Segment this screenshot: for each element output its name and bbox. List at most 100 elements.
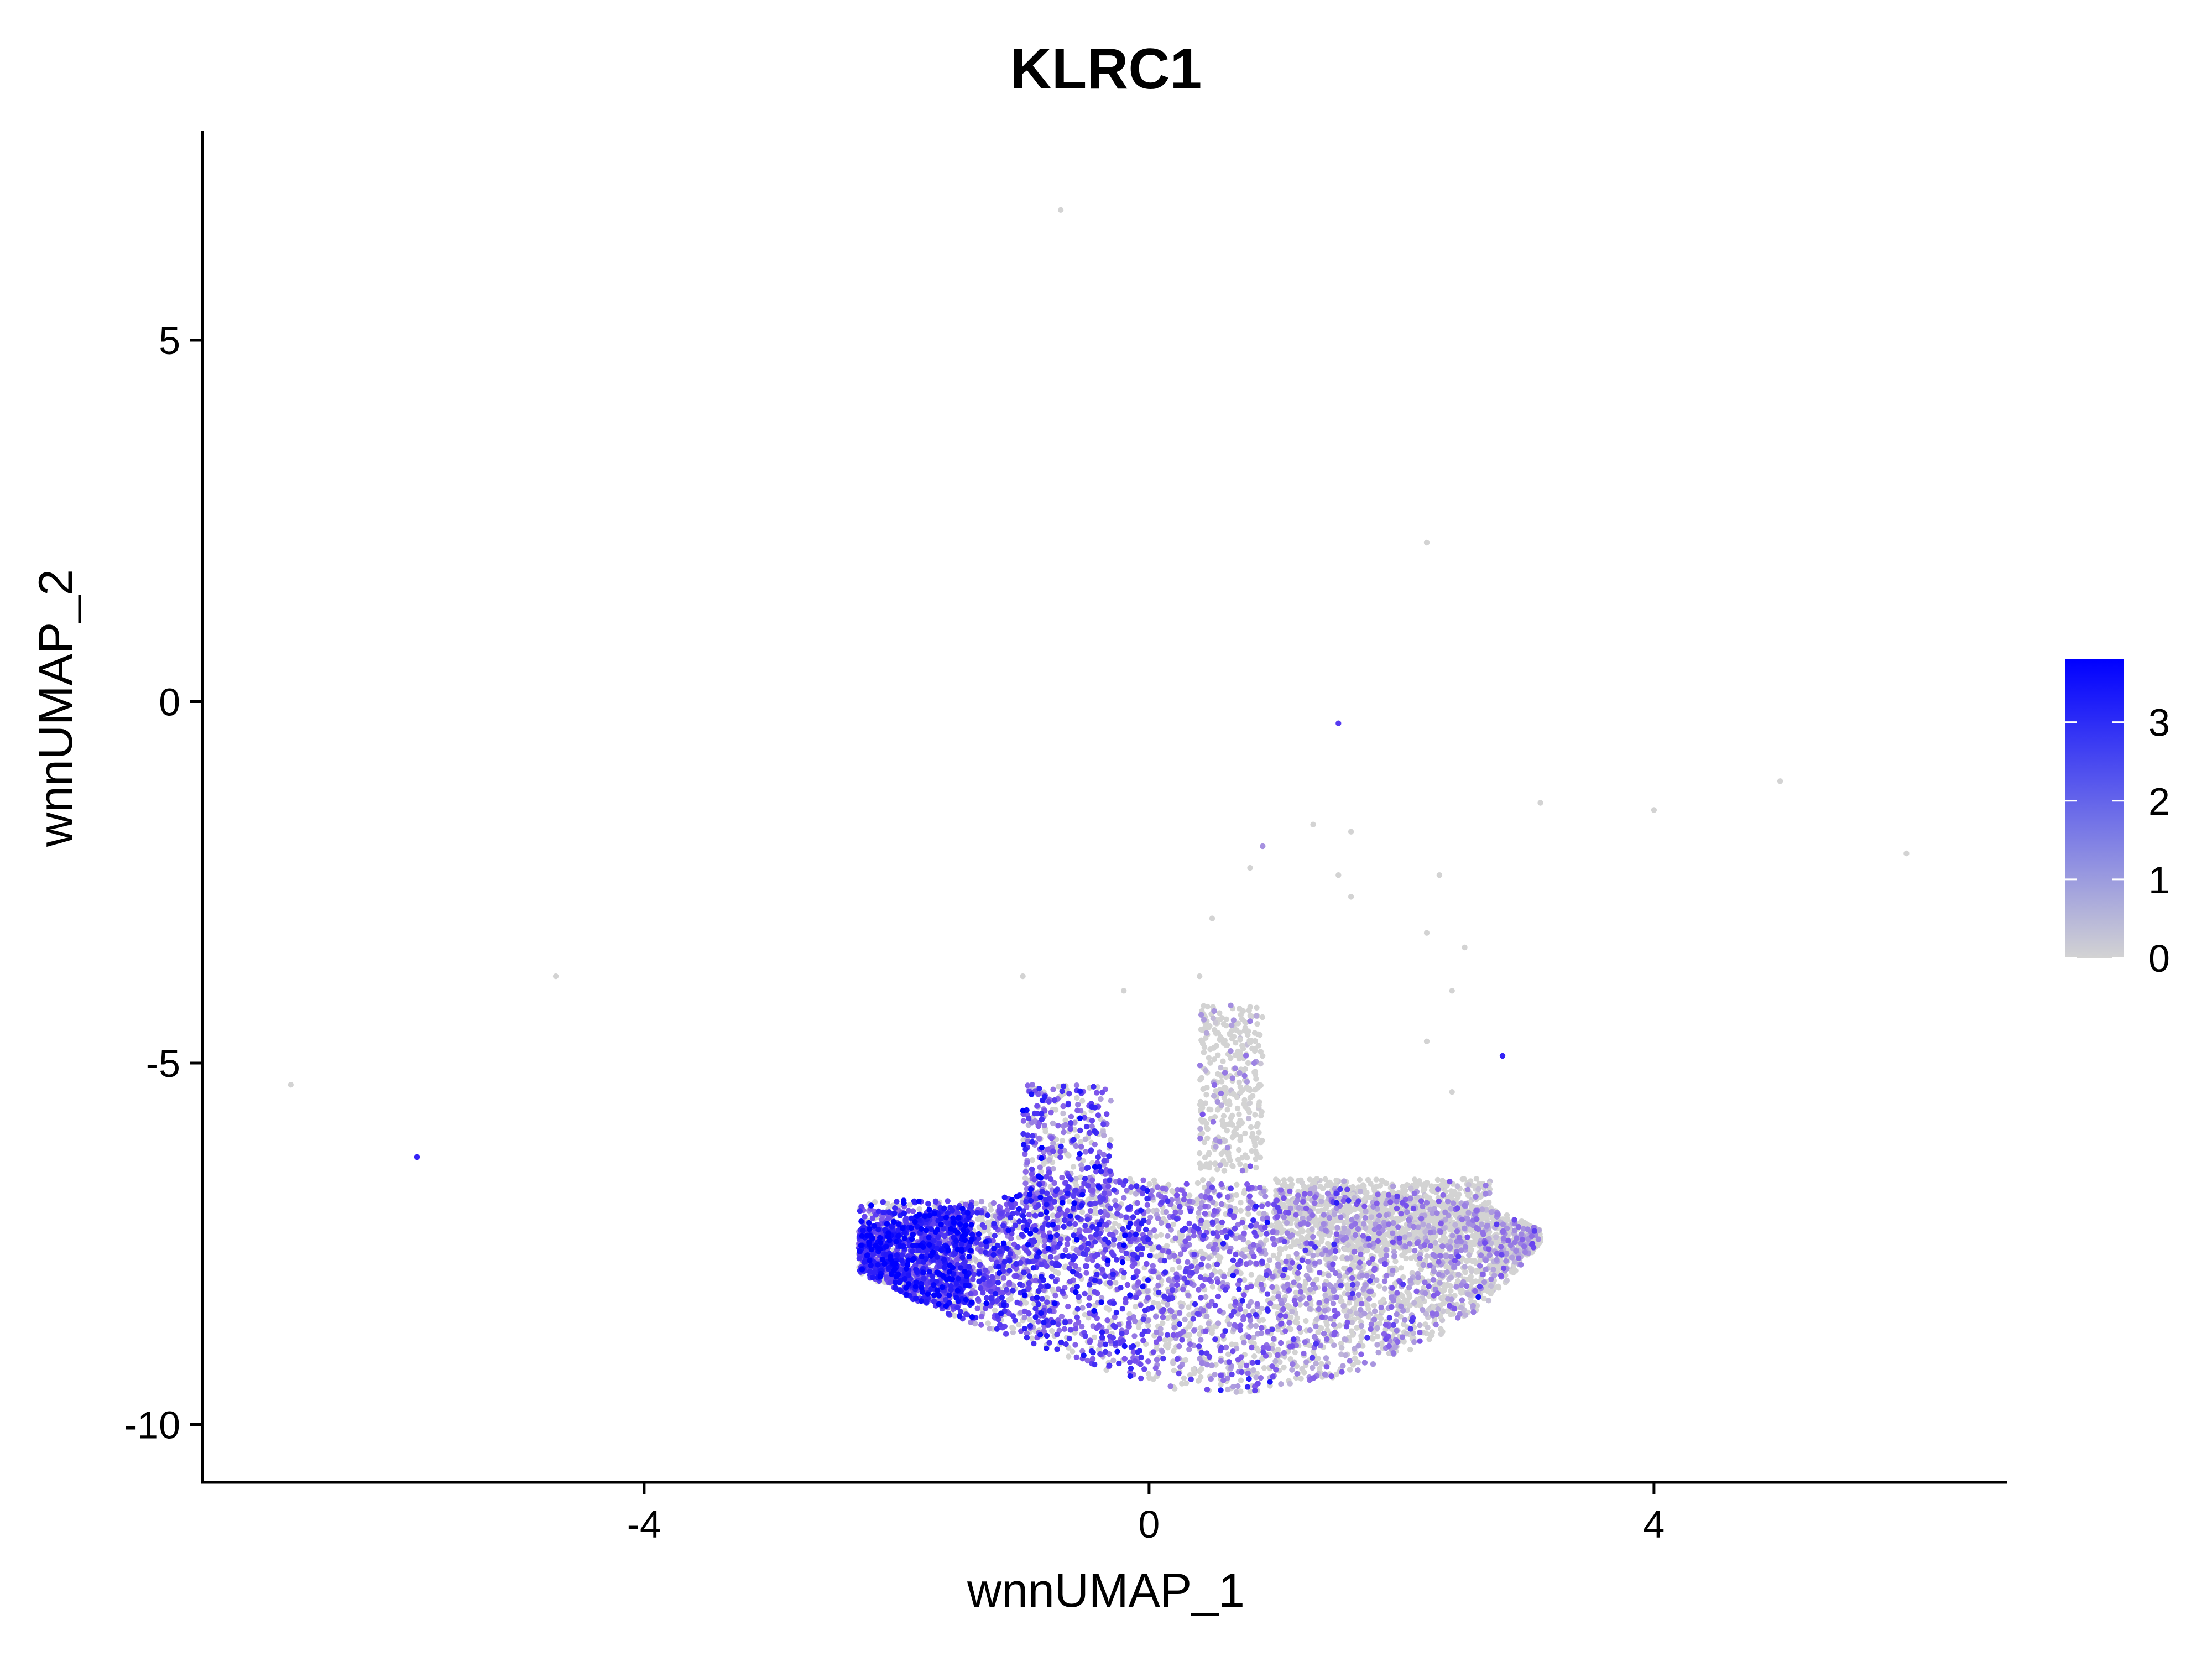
cell-point bbox=[1133, 1191, 1139, 1197]
cell-point bbox=[1094, 1084, 1101, 1090]
cell-point bbox=[1323, 1298, 1329, 1304]
cell-point bbox=[1127, 1176, 1133, 1182]
cell-point bbox=[1312, 1200, 1318, 1206]
cell-point bbox=[1219, 1118, 1225, 1124]
cell-point bbox=[1484, 1222, 1491, 1228]
cell-point bbox=[1433, 1321, 1439, 1328]
cell-point bbox=[1444, 1269, 1450, 1275]
cell-point bbox=[1245, 1106, 1251, 1112]
cell-point bbox=[1424, 1253, 1430, 1259]
cell-point bbox=[1194, 1196, 1201, 1202]
cell-point bbox=[1348, 829, 1354, 835]
cell-point bbox=[1233, 1192, 1239, 1198]
cell-point bbox=[1222, 1122, 1228, 1128]
cell-point bbox=[1442, 1209, 1448, 1215]
cell-point bbox=[1537, 800, 1543, 806]
cell-point bbox=[1056, 1084, 1062, 1090]
cell-point bbox=[1375, 1349, 1381, 1356]
cell-point bbox=[1288, 1181, 1295, 1188]
cell-point bbox=[1242, 1130, 1248, 1137]
cell-point bbox=[1250, 1334, 1257, 1341]
cell-point bbox=[1480, 1231, 1486, 1237]
cell-point bbox=[1248, 1322, 1254, 1329]
cell-point bbox=[1253, 1322, 1259, 1329]
cell-point bbox=[1008, 1296, 1014, 1302]
cell-point bbox=[1483, 1257, 1489, 1264]
cell-point bbox=[1079, 1324, 1085, 1330]
cell-point bbox=[1223, 1211, 1229, 1217]
cell-point bbox=[1210, 1199, 1216, 1205]
cell-point bbox=[1479, 1221, 1485, 1228]
cell-point bbox=[1239, 1168, 1246, 1174]
cell-point bbox=[1355, 1226, 1361, 1232]
cell-point bbox=[1481, 1279, 1488, 1285]
cell-point bbox=[1341, 1225, 1348, 1231]
cell-point bbox=[1206, 1150, 1212, 1156]
cell-point bbox=[1281, 1202, 1287, 1209]
cell-point bbox=[1363, 1282, 1369, 1288]
cell-point bbox=[1181, 1375, 1187, 1381]
cell-point bbox=[1383, 1247, 1389, 1253]
cell-point bbox=[1407, 1241, 1413, 1247]
cell-point bbox=[1450, 1311, 1457, 1317]
cell-point bbox=[1046, 1157, 1052, 1163]
cell-point bbox=[1324, 1327, 1331, 1333]
cell-point bbox=[1237, 1037, 1243, 1043]
cell-point bbox=[1462, 1202, 1468, 1209]
cell-point bbox=[1454, 1228, 1460, 1235]
cell-point bbox=[1428, 1198, 1434, 1205]
cell-point bbox=[1245, 1115, 1252, 1122]
cell-point bbox=[1326, 1273, 1332, 1279]
cell-point bbox=[1146, 1181, 1152, 1187]
cell-point bbox=[1377, 1247, 1383, 1253]
cell-point bbox=[1344, 1255, 1350, 1261]
cell-point bbox=[1029, 1335, 1035, 1341]
cell-point bbox=[1226, 1321, 1233, 1327]
cell-point bbox=[1425, 1218, 1431, 1225]
cell-point bbox=[1417, 1303, 1423, 1309]
cell-point bbox=[1110, 1357, 1117, 1363]
cell-point bbox=[1333, 1177, 1339, 1184]
cell-point bbox=[1390, 1230, 1396, 1236]
cell-point bbox=[1247, 1095, 1254, 1101]
cell-point bbox=[1360, 1182, 1366, 1188]
cell-point bbox=[1384, 1273, 1390, 1279]
cell-point bbox=[1059, 1138, 1066, 1144]
cell-point bbox=[1035, 1233, 1041, 1240]
cell-point bbox=[1350, 1362, 1357, 1368]
cell-point bbox=[1198, 1012, 1204, 1018]
cell-point bbox=[1423, 1038, 1430, 1045]
cell-point bbox=[1486, 1252, 1493, 1258]
cell-point bbox=[1260, 1286, 1266, 1292]
cell-point bbox=[1224, 1145, 1230, 1151]
cell-point bbox=[1404, 1331, 1410, 1337]
cell-point bbox=[1197, 1063, 1203, 1069]
cell-point bbox=[1145, 1322, 1151, 1329]
cell-point bbox=[1470, 1309, 1477, 1315]
cell-point bbox=[1307, 1306, 1313, 1312]
cell-point bbox=[1317, 1183, 1323, 1190]
cell-point bbox=[1465, 1186, 1471, 1192]
cell-point bbox=[1295, 1275, 1301, 1282]
cell-point bbox=[1318, 1325, 1324, 1331]
cell-point bbox=[1361, 1360, 1368, 1366]
cell-point bbox=[1154, 1207, 1160, 1214]
cell-point bbox=[1398, 1303, 1404, 1309]
cell-point bbox=[1452, 1222, 1458, 1228]
cell-point bbox=[1249, 1045, 1255, 1052]
cell-point bbox=[1340, 1237, 1347, 1243]
cell-point bbox=[1237, 1050, 1244, 1056]
cell-point bbox=[1073, 1176, 1079, 1182]
cell-point bbox=[1322, 1292, 1328, 1298]
cell-point bbox=[1271, 1336, 1277, 1342]
cell-point bbox=[1381, 1278, 1388, 1284]
cell-point bbox=[1469, 1258, 1475, 1264]
cell-point bbox=[1536, 1227, 1542, 1233]
cell-point bbox=[1448, 1296, 1455, 1303]
cell-point bbox=[1426, 1293, 1432, 1299]
cell-point bbox=[1236, 1147, 1242, 1153]
cell-point bbox=[1301, 1369, 1307, 1376]
cell-point bbox=[552, 973, 559, 980]
cell-point bbox=[1211, 1056, 1217, 1063]
cell-point bbox=[1185, 1292, 1191, 1298]
